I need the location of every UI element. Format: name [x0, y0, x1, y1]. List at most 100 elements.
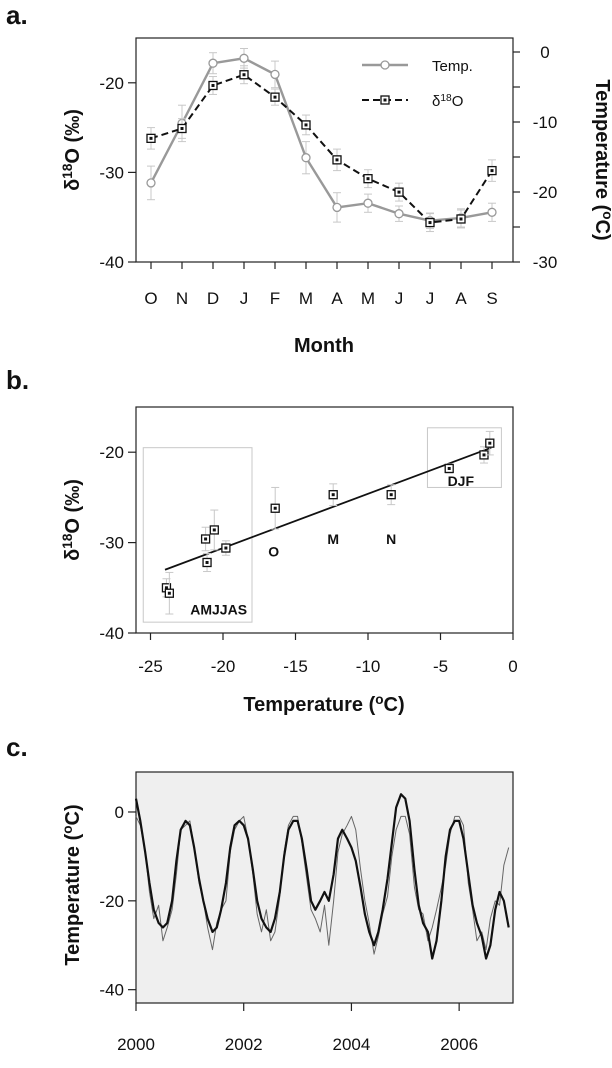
x-tick-label: A — [331, 289, 343, 308]
y-tick-label-left: -40 — [99, 253, 124, 272]
legend-label-temp: Temp. — [432, 58, 473, 75]
point-label: O — [268, 544, 279, 560]
data-point-center — [149, 136, 153, 140]
data-point-center — [366, 177, 370, 181]
x-tick-label: -15 — [283, 657, 308, 676]
y-tick-label: -40 — [99, 624, 124, 643]
data-point-center — [331, 493, 335, 497]
data-point-center — [205, 560, 209, 564]
legend: Temp. δ18O — [362, 58, 473, 110]
data-point-center — [304, 123, 308, 127]
data-point — [146, 178, 156, 188]
x-tick-label: J — [240, 289, 249, 308]
data-point — [487, 207, 497, 217]
data-point-center — [389, 493, 393, 497]
y-tick-label-left: -20 — [99, 74, 124, 93]
y-axis-title: Temperature (oC) — [60, 804, 85, 965]
series-temp — [146, 48, 497, 229]
data-point-center — [212, 528, 216, 532]
data-point-center — [488, 441, 492, 445]
data-point-center — [211, 83, 215, 87]
y-tick-label: -20 — [99, 892, 124, 911]
x-tick-label: M — [361, 289, 375, 308]
series-line — [149, 57, 493, 222]
x-tick-label: S — [486, 289, 497, 308]
x-tick-label: 2000 — [117, 1035, 155, 1054]
point-label: N — [386, 531, 396, 547]
x-tick-label: J — [395, 289, 404, 308]
data-point-center — [273, 95, 277, 99]
legend-marker-center — [383, 98, 387, 102]
x-tick-label: 2006 — [440, 1035, 478, 1054]
y-axis-title-right: Temperature (oC) — [591, 79, 612, 240]
x-tick-label: A — [455, 289, 467, 308]
data-point-center — [204, 537, 208, 541]
x-tick-label: N — [176, 289, 188, 308]
data-point-center — [335, 158, 339, 162]
y-axis-title-left: δ18O (‰) — [60, 109, 85, 191]
x-tick-label: F — [270, 289, 280, 308]
data-point — [394, 209, 404, 219]
y-tick-label: -40 — [99, 981, 124, 1000]
y-tick-label: -20 — [99, 443, 124, 462]
x-tick-label: -10 — [356, 657, 381, 676]
data-point-center — [273, 506, 277, 510]
plot-frame — [135, 406, 514, 634]
data-point — [301, 153, 311, 163]
series-d18o — [146, 65, 497, 233]
data-point-center — [167, 591, 171, 595]
data-point — [208, 58, 218, 68]
point-label: M — [327, 531, 339, 547]
data-point-center — [242, 73, 246, 77]
y-tick-label: -30 — [99, 534, 124, 553]
x-tick-label: J — [426, 289, 435, 308]
y-tick-label-right: -10 — [533, 113, 558, 132]
data-point-center — [224, 546, 228, 550]
point-label: DJF — [448, 473, 475, 489]
data-point — [332, 202, 342, 213]
x-tick-label: 2002 — [225, 1035, 263, 1054]
y-tick-label: 0 — [115, 803, 124, 822]
regression-line — [164, 446, 492, 571]
panel-c-label: c. — [6, 732, 28, 762]
data-point-center — [428, 221, 432, 225]
plot-frame — [135, 771, 514, 1004]
x-tick-label: -20 — [211, 657, 236, 676]
y-tick-label-right: -20 — [533, 183, 558, 202]
chart-a: -20-30-400-10-20-30O N D J F M A M J J A SMonthδ18O… — [60, 37, 612, 357]
data-point-center — [459, 217, 463, 221]
y-tick-label-right: 0 — [540, 43, 549, 62]
x-tick-label: 2004 — [333, 1035, 371, 1054]
series-line — [150, 73, 493, 224]
point-label: AMJJAS — [190, 601, 247, 617]
legend-label-d18o: δ18O — [432, 93, 463, 111]
x-tick-label: 0 — [508, 657, 517, 676]
series-line-smoothed — [134, 793, 510, 960]
x-tick-label: O — [144, 289, 157, 308]
group-box — [426, 427, 502, 488]
x-tick-label: D — [207, 289, 219, 308]
x-axis-title: Temperature (oC) — [243, 692, 404, 717]
x-tick-label: M — [299, 289, 313, 308]
y-tick-label-right: -30 — [533, 253, 558, 272]
x-tick-label: -25 — [138, 657, 163, 676]
y-axis-title: δ18O (‰) — [60, 479, 85, 561]
data-point-center — [397, 190, 401, 194]
legend-marker-temp — [380, 60, 390, 70]
data-point — [239, 53, 249, 63]
x-tick-label: -5 — [433, 657, 448, 676]
chart-c: 0 -20 -40 2000 2002 2004 2006 Temperature (oC) — [60, 771, 514, 1054]
y-tick-label-left: -30 — [99, 163, 124, 182]
data-point-center — [482, 453, 486, 457]
data-point-center — [490, 169, 494, 173]
x-axis-title: Month — [294, 335, 354, 357]
data-point-center — [447, 466, 451, 470]
data-point-center — [180, 126, 184, 130]
chart-b: -20 -30 -40 -25 -20 -15 -10 -5 0 Temperature (oC)… — [60, 406, 518, 717]
panel-b-label: b. — [6, 365, 29, 395]
data-point — [363, 198, 373, 208]
data-point — [270, 69, 280, 80]
plot-frame — [135, 37, 514, 263]
data-point-center — [164, 586, 168, 590]
